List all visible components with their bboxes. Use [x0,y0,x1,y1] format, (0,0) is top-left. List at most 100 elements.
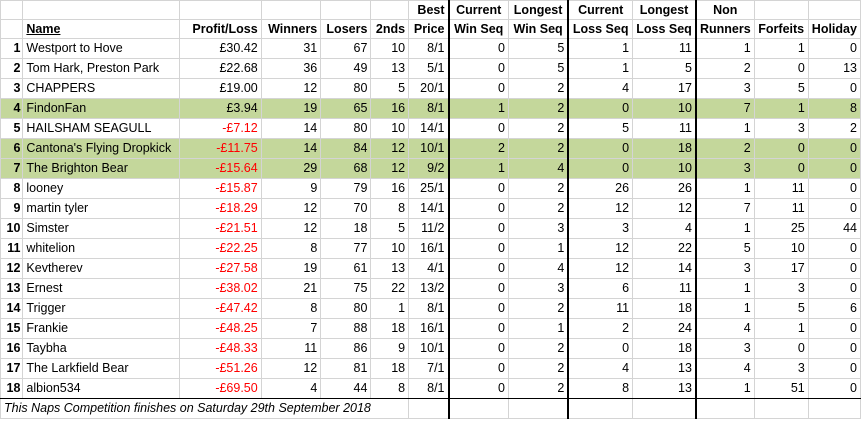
current-win-seq-cell: 0 [447,38,509,59]
current-loss-seq-cell: 4 [567,78,634,99]
header-current-loss-seq-line2: Loss Seq [567,19,634,39]
rank-cell: 5 [0,118,24,139]
longest-loss-seq-cell: 13 [632,358,697,379]
current-win-seq-cell: 0 [447,318,509,339]
name-cell: martin tyler [22,198,180,219]
losers-cell: 86 [320,338,372,359]
non-runners-cell: 1 [694,38,755,59]
best-price-cell: 4/1 [408,258,450,279]
current-win-seq-cell: 0 [447,378,509,399]
name-cell: The Larkfield Bear [22,358,180,379]
non-runners-cell: 4 [694,318,755,339]
name-cell: Kevtherev [22,258,180,279]
non-runners-cell: 1 [694,118,755,139]
table-row: 18 albion534 -£69.50 4 44 8 8/1 0 2 8 13 1 51 0 [0,378,861,399]
table-row: 17 The Larkfield Bear -£51.26 12 81 18 7/1 0 2 4 1… [0,358,861,379]
winners-cell: 14 [260,138,322,159]
winners-cell: 12 [260,198,322,219]
non-runners-cell: 3 [694,158,755,179]
forfeits-cell: 25 [753,218,809,239]
winners-cell: 29 [260,158,322,179]
rank-cell: 18 [0,378,24,399]
forfeits-cell: 5 [753,298,809,319]
header-row-1: Best Current Longest Current Longest Non [0,0,861,20]
current-win-seq-cell: 0 [447,358,509,379]
current-win-seq-cell: 0 [447,238,509,259]
current-loss-seq-cell: 2 [567,318,634,339]
seconds-cell: 5 [370,78,410,99]
longest-loss-seq-cell: 12 [632,198,697,219]
current-loss-seq-cell: 12 [567,258,634,279]
longest-win-seq-cell: 2 [507,378,569,399]
profit-loss-cell: -£47.42 [178,298,262,319]
holiday-cell: 0 [807,358,861,379]
name-cell: FindonFan [22,98,180,119]
losers-cell: 68 [320,158,372,179]
winners-cell: 8 [260,298,322,319]
best-price-cell: 8/1 [408,38,450,59]
current-win-seq-cell: 1 [447,158,509,179]
current-loss-seq-cell: 8 [567,378,634,399]
profit-loss-cell: -£51.26 [178,358,262,379]
winners-cell: 19 [260,98,322,119]
non-runners-cell: 1 [694,378,755,399]
rank-cell: 3 [0,78,24,99]
best-price-cell: 16/1 [408,318,450,339]
forfeits-cell: 1 [753,98,809,119]
header-current-win-seq-line1: Current [447,0,509,20]
header-current-loss-seq-line1: Current [567,0,634,20]
rank-cell: 10 [0,218,24,239]
losers-cell: 80 [320,298,372,319]
header-longest-loss-seq-line1: Longest [632,0,697,20]
non-runners-cell: 2 [694,138,755,159]
name-cell: Taybha [22,338,180,359]
seconds-cell: 18 [370,358,410,379]
rank-cell: 6 [0,138,24,159]
name-cell: The Brighton Bear [22,158,180,179]
best-price-cell: 10/1 [408,138,450,159]
profit-loss-cell: £22.68 [178,58,262,79]
table-row: 2 Tom Hark, Preston Park £22.68 36 49 13 5/1 0 5… [0,58,861,79]
non-runners-cell: 3 [694,258,755,279]
longest-win-seq-cell: 1 [507,318,569,339]
table-row: 7 The Brighton Bear -£15.64 29 68 12 9/2 1 4 0 10 3… [0,158,861,179]
longest-win-seq-cell: 5 [507,38,569,59]
current-loss-seq-cell: 12 [567,238,634,259]
header-row-2: Name Profit/Loss Winners Losers 2nds Pri… [0,19,861,39]
losers-cell: 67 [320,38,372,59]
longest-loss-seq-cell: 5 [632,58,697,79]
header-non-runners-line2: Runners [694,19,755,39]
table-row: 8 looney -£15.87 9 79 16 25/1 0 2 26 26 1 11 0 [0,178,861,199]
holiday-cell: 0 [807,378,861,399]
seconds-cell: 8 [370,198,410,219]
seconds-cell: 12 [370,138,410,159]
table-row: 3 CHAPPERS £19.00 12 80 5 20/1 0 2 4 17 3 5 0 [0,78,861,99]
current-loss-seq-cell: 0 [567,158,634,179]
name-cell: Trigger [22,298,180,319]
forfeits-cell: 51 [753,378,809,399]
best-price-cell: 10/1 [408,338,450,359]
longest-win-seq-cell: 2 [507,298,569,319]
forfeits-cell: 1 [753,38,809,59]
rank-cell: 4 [0,98,24,119]
forfeits-cell: 1 [753,318,809,339]
best-price-cell: 8/1 [408,298,450,319]
seconds-cell: 13 [370,58,410,79]
profit-loss-cell: -£11.75 [178,138,262,159]
holiday-cell: 0 [807,78,861,99]
losers-cell: 84 [320,138,372,159]
table-row: 12 Kevtherev -£27.58 19 61 13 4/1 0 4 12 14 3 17 0 [0,258,861,279]
longest-loss-seq-cell: 22 [632,238,697,259]
current-loss-seq-cell: 6 [567,278,634,299]
forfeits-cell: 0 [753,138,809,159]
rank-cell: 1 [0,38,24,59]
rank-cell: 2 [0,58,24,79]
table-row: 10 Simster -£21.51 12 18 5 11/2 0 3 3 4 1 25 44 [0,218,861,239]
rank-cell: 8 [0,178,24,199]
forfeits-cell: 0 [753,158,809,179]
winners-cell: 14 [260,118,322,139]
longest-win-seq-cell: 2 [507,178,569,199]
current-loss-seq-cell: 0 [567,338,634,359]
forfeits-cell: 5 [753,78,809,99]
